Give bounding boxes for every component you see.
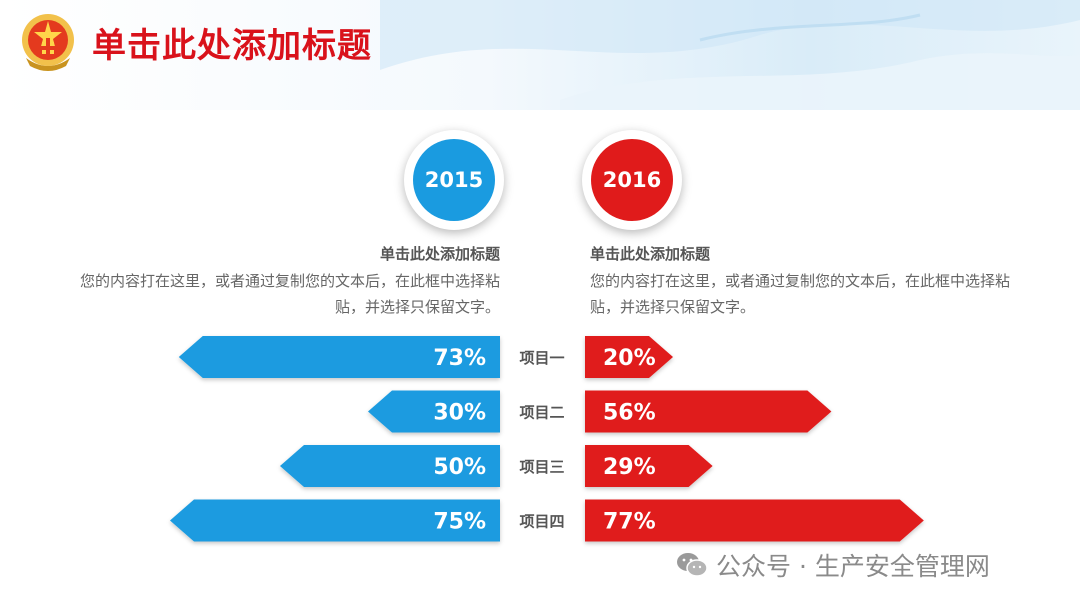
header-background [0,0,1080,110]
bar-left-4 [170,499,500,542]
year-label-left: 2015 [413,139,495,221]
bar-left-2 [368,390,500,433]
left-body: 您的内容打在这里，或者通过复制您的文本后，在此框中选择粘贴，并选择只保留文字。 [79,272,500,316]
left-text-block: 单击此处添加标题 您的内容打在这里，或者通过复制您的文本后，在此框中选择粘贴，并… [70,243,500,320]
bar-right-3 [585,445,713,487]
bar-right-label-4: 77% [603,510,656,535]
bar-right-2 [585,390,832,433]
category-label-4: 项目四 [519,513,564,531]
year-badge-right: 2016 [582,130,682,230]
wechat-icon [677,553,708,577]
bar-left-1 [178,336,501,378]
watermark: 公众号 · 生产安全管理网 [676,547,990,583]
left-heading: 单击此处添加标题 [379,245,500,263]
bar-right-label-2: 56% [603,401,656,426]
bar-left-label-1: 73% [433,346,486,371]
emblem-logo-icon [22,14,74,71]
year-badge-left: 2015 [404,130,504,230]
bar-right-label-3: 29% [603,455,656,480]
right-text-block: 单击此处添加标题 您的内容打在这里，或者通过复制您的文本后，在此框中选择粘贴，并… [590,243,1020,320]
bar-right-label-1: 20% [603,346,656,371]
category-label-3: 项目三 [519,458,564,476]
right-body: 您的内容打在这里，或者通过复制您的文本后，在此框中选择粘贴，并选择只保留文字。 [590,272,1011,316]
bar-left-label-2: 30% [433,401,486,426]
right-heading: 单击此处添加标题 [590,245,711,263]
page-title: 单击此处添加标题 [92,26,372,66]
bar-left-label-4: 75% [433,510,486,535]
bar-right-1 [585,336,673,378]
bar-left-label-3: 50% [433,455,486,480]
category-label-2: 项目二 [519,404,564,422]
bar-right-4 [585,499,924,542]
bar-left-3 [280,445,500,487]
watermark-text: 公众号 · 生产安全管理网 [716,552,990,581]
year-label-right: 2016 [591,139,673,221]
category-label-1: 项目一 [519,349,564,367]
